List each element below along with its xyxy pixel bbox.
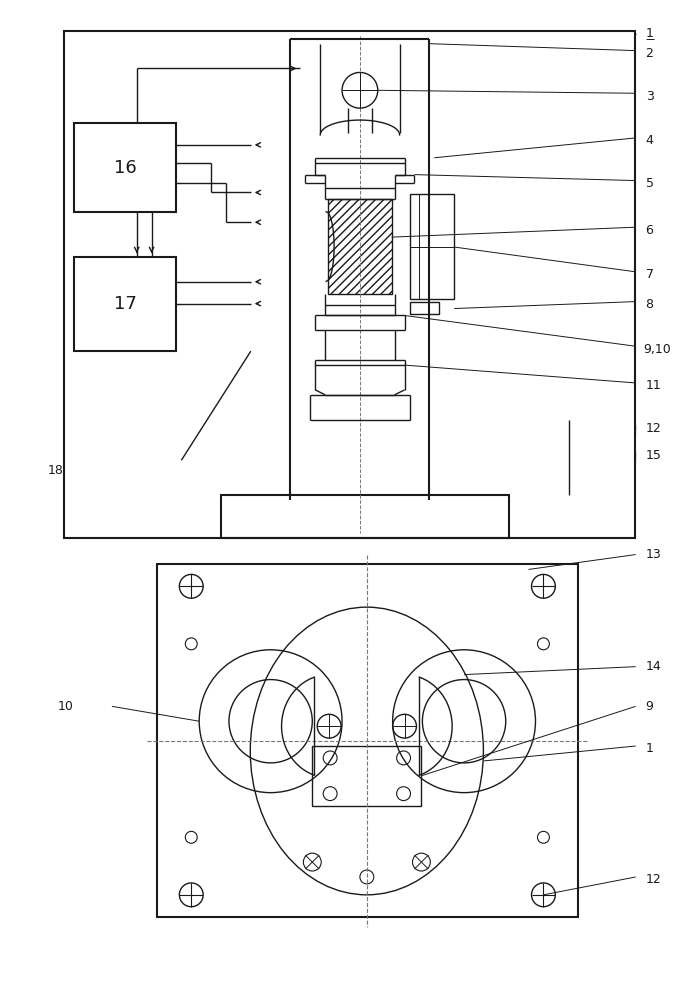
Text: 1: 1	[646, 742, 654, 755]
Text: 1: 1	[646, 27, 654, 40]
Text: 10: 10	[57, 700, 73, 713]
Text: 16: 16	[114, 159, 136, 177]
Bar	[64, 31, 635, 538]
Text: 4: 4	[646, 134, 654, 147]
Bar	[74, 257, 176, 351]
Text: 17: 17	[114, 295, 136, 313]
Text: 5: 5	[646, 177, 654, 190]
Bar	[74, 123, 176, 212]
Text: 12: 12	[646, 873, 661, 886]
Bar	[221, 495, 509, 538]
Text: 11: 11	[646, 379, 661, 392]
Text: 8: 8	[646, 298, 654, 311]
Text: 13: 13	[646, 548, 661, 561]
Text: 9: 9	[646, 700, 654, 713]
Bar	[157, 564, 578, 917]
Text: 9,10: 9,10	[644, 343, 672, 356]
Text: 2: 2	[646, 47, 654, 60]
Bar	[328, 199, 392, 294]
Text: 12: 12	[646, 422, 661, 435]
Text: 7: 7	[646, 268, 654, 281]
Text: 15: 15	[646, 449, 661, 462]
Bar	[409, 302, 439, 314]
Text: 6: 6	[646, 224, 654, 237]
Text: 14: 14	[646, 660, 661, 673]
Bar	[409, 194, 454, 299]
Bar	[313, 746, 421, 806]
Text: 18: 18	[47, 464, 63, 477]
Text: 3: 3	[646, 90, 654, 103]
